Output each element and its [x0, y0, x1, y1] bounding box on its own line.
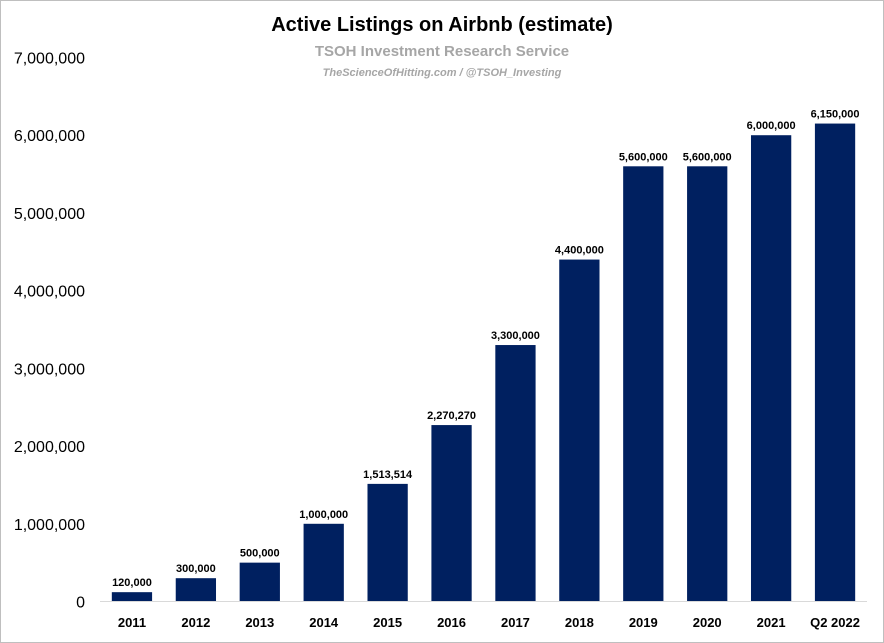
x-tick-label: 2020	[693, 615, 722, 630]
y-tick-label: 5,000,000	[14, 206, 85, 223]
data-label: 5,600,000	[619, 151, 668, 163]
bar	[750, 135, 792, 602]
bar	[623, 166, 664, 602]
bar	[111, 592, 153, 602]
bar	[303, 523, 344, 602]
bar	[495, 345, 536, 602]
x-tick-label: 2014	[309, 615, 339, 630]
data-label: 300,000	[176, 563, 216, 575]
x-tick-label: 2015	[373, 615, 402, 630]
x-tick-label: 2016	[437, 615, 466, 630]
data-label: 120,000	[112, 577, 152, 589]
bar	[175, 578, 217, 602]
bar	[431, 425, 472, 602]
data-label: 1,000,000	[299, 509, 348, 521]
x-tick-label: 2012	[181, 615, 210, 630]
data-label: 3,300,000	[491, 330, 540, 342]
bar	[559, 259, 600, 602]
chart-title: Active Listings on Airbnb (estimate)	[271, 14, 613, 36]
x-tick-label: 2018	[565, 615, 594, 630]
y-tick-label: 6,000,000	[14, 128, 85, 145]
data-label: 6,000,000	[747, 120, 796, 132]
data-label: 500,000	[240, 548, 280, 560]
bar	[239, 562, 280, 602]
x-tick-label: 2021	[757, 615, 786, 630]
data-label: 6,150,000	[811, 109, 860, 121]
x-tick-label: Q2 2022	[810, 615, 860, 630]
chart-subtitle: TSOH Investment Research Service	[314, 43, 570, 60]
data-label: 5,600,000	[683, 151, 732, 163]
y-tick-label: 0	[76, 595, 85, 612]
x-tick-label: 2019	[629, 615, 658, 630]
bar	[814, 123, 856, 602]
x-tick-label: 2013	[245, 615, 274, 630]
data-label: 1,513,514	[363, 469, 413, 481]
chart-source: TheScienceOfHitting.com / @TSOH_Investin…	[322, 67, 562, 79]
x-tick-label: 2011	[118, 615, 146, 630]
y-tick-label: 4,000,000	[14, 284, 85, 301]
y-tick-label: 2,000,000	[14, 439, 85, 456]
x-tick-label: 2017	[501, 615, 530, 630]
data-label: 4,400,000	[555, 245, 604, 257]
y-tick-label: 1,000,000	[14, 517, 85, 534]
bar	[367, 483, 408, 602]
data-label: 2,270,270	[427, 410, 476, 422]
bar	[687, 166, 728, 602]
y-tick-label: 7,000,000	[14, 51, 85, 68]
y-tick-label: 3,000,000	[14, 361, 85, 378]
